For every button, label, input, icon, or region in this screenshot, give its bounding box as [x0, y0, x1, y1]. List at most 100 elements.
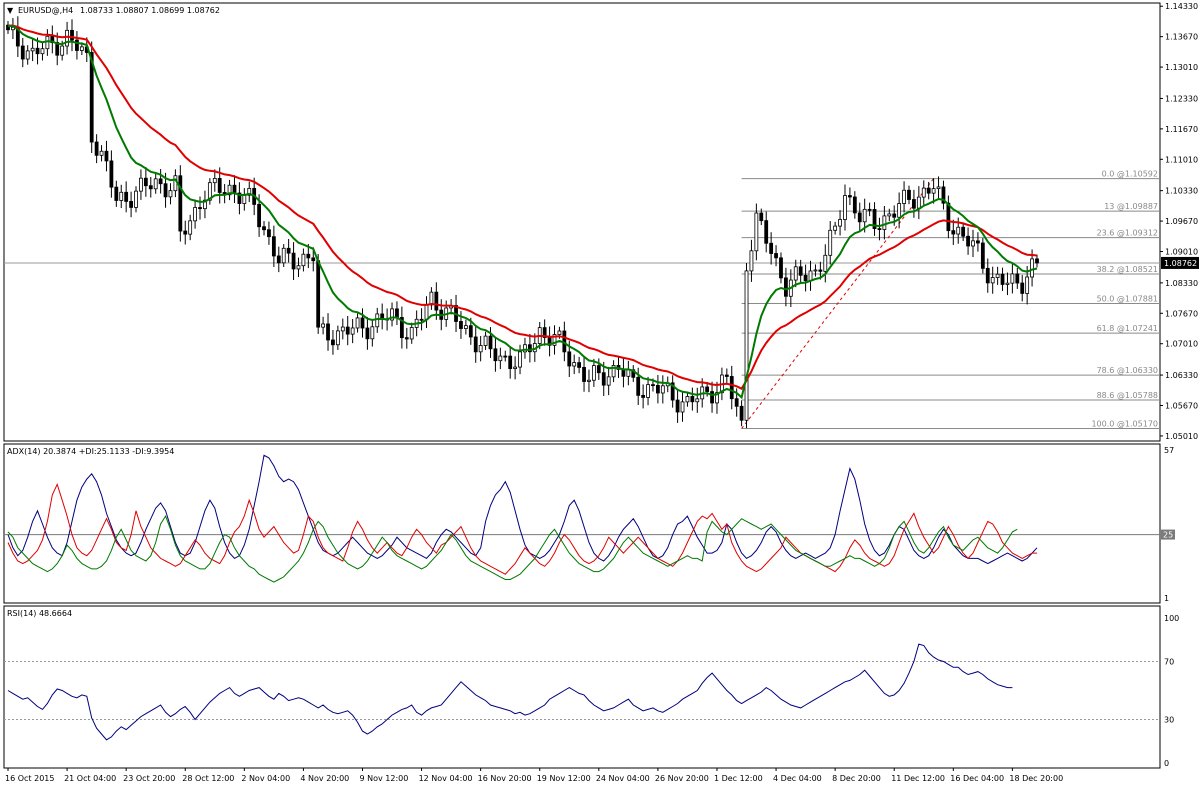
candle-up — [40, 48, 45, 55]
adx-tick-label: 57 — [1164, 446, 1174, 455]
candle-down — [690, 396, 695, 403]
candle-down — [178, 175, 183, 232]
candle-down — [567, 351, 572, 367]
adx-line-di — [7, 514, 1018, 583]
candle-down — [316, 260, 321, 328]
candle-down — [114, 186, 119, 201]
candle-up — [242, 194, 247, 204]
symbol-label: EURUSD@,H4 — [18, 6, 73, 15]
fib-level-label: 38.2 @1.08521 — [1097, 265, 1158, 274]
candle-up — [680, 401, 685, 413]
candle-up — [902, 189, 906, 204]
time-tick-label: 16 Dec 04:00 — [950, 774, 1004, 783]
rsi-series: 100 70 30 0 — [4, 614, 1179, 768]
time-tick-label: 18 Dec 20:00 — [1009, 774, 1063, 783]
price-tick-label: 1.13670 — [1165, 33, 1198, 42]
candle-down — [857, 212, 862, 223]
candle-down — [907, 189, 911, 200]
adx-line-di — [7, 483, 1037, 575]
candle-up — [134, 190, 138, 208]
candle-up — [478, 345, 483, 353]
time-tick-label: 24 Nov 04:00 — [596, 774, 650, 783]
candle-down — [459, 321, 463, 329]
candle-down — [596, 365, 601, 374]
fib-level-label: 0.0 @1.10592 — [1102, 170, 1158, 179]
candle-down — [104, 150, 109, 162]
candle-down — [345, 326, 350, 335]
candle-up — [193, 207, 197, 222]
candle-down — [163, 183, 168, 198]
candle-down — [779, 257, 783, 279]
candle-down — [326, 323, 330, 341]
candle-down — [395, 308, 399, 318]
price-tick-label: 1.11670 — [1165, 125, 1198, 134]
candle-up — [429, 291, 434, 306]
time-tick-label: 26 Nov 20:00 — [655, 774, 709, 783]
candle-down — [655, 384, 660, 394]
candle-down — [527, 344, 532, 353]
candle-up — [626, 369, 631, 377]
candle-up — [390, 308, 394, 321]
candle-down — [503, 355, 508, 358]
adx-tick-label: 1 — [1164, 594, 1169, 603]
candle-down — [143, 177, 148, 187]
candle-up — [887, 213, 892, 217]
candle-down — [961, 226, 966, 237]
candle-down — [331, 339, 335, 346]
candle-up — [523, 344, 527, 353]
candle-up — [995, 273, 1000, 278]
candle-down — [675, 399, 680, 413]
price-tick-label: 1.11010 — [1165, 155, 1198, 164]
candle-up — [754, 212, 759, 252]
price-tick-label: 1.14330 — [1165, 2, 1198, 11]
candle-down — [286, 247, 291, 254]
candle-down — [311, 257, 316, 262]
time-tick-label: 28 Oct 12:00 — [182, 774, 234, 783]
candle-up — [921, 187, 926, 198]
rsi-tick-label: 0 — [1164, 759, 1169, 768]
candle-down — [404, 337, 409, 340]
time-tick-label: 23 Oct 20:00 — [123, 774, 175, 783]
candle-down — [1035, 258, 1039, 264]
candle-up — [813, 269, 818, 272]
candle-down — [148, 185, 153, 190]
candle-down — [670, 382, 675, 401]
candle-up — [990, 277, 995, 284]
candle-up — [375, 313, 380, 328]
candle-up — [882, 215, 887, 230]
candle-down — [621, 368, 626, 377]
candle-down — [542, 327, 547, 338]
candle-up — [409, 327, 414, 340]
price-tick-label: 1.05010 — [1165, 432, 1198, 441]
collapse-arrow-icon[interactable]: ▼ — [7, 6, 14, 15]
candle-up — [281, 247, 286, 264]
rsi-line — [7, 643, 1013, 741]
time-tick-label: 12 Nov 04:00 — [419, 774, 473, 783]
candle-up — [424, 304, 429, 320]
candle-up — [916, 196, 921, 209]
candle-down — [493, 348, 498, 362]
candle-down — [582, 367, 586, 382]
price-tick-label: 1.07670 — [1165, 309, 1198, 318]
candle-down — [784, 277, 788, 297]
candle-down — [129, 201, 133, 208]
candle-down — [276, 255, 281, 264]
candle-up — [1030, 258, 1034, 278]
candle-down — [946, 202, 951, 232]
main-price-panel — [3, 2, 1161, 442]
time-tick-label: 9 Nov 12:00 — [359, 774, 408, 783]
candle-up — [660, 385, 665, 394]
candle-down — [55, 42, 60, 56]
candle-up — [188, 220, 193, 235]
price-tick-label: 1.13010 — [1165, 63, 1198, 72]
candle-down — [641, 394, 646, 398]
price-axis: 1.14330 1.13670 1.13010 1.12330 1.11670 1.110… — [1160, 2, 1199, 441]
candle-down — [89, 52, 94, 143]
candle-down — [267, 229, 271, 238]
candle-down — [488, 335, 493, 350]
candle-up — [30, 47, 35, 52]
time-tick-label: 8 Dec 20:00 — [832, 774, 881, 783]
candle-down — [976, 240, 980, 244]
candle-up — [591, 365, 596, 381]
candle-up — [463, 325, 468, 329]
